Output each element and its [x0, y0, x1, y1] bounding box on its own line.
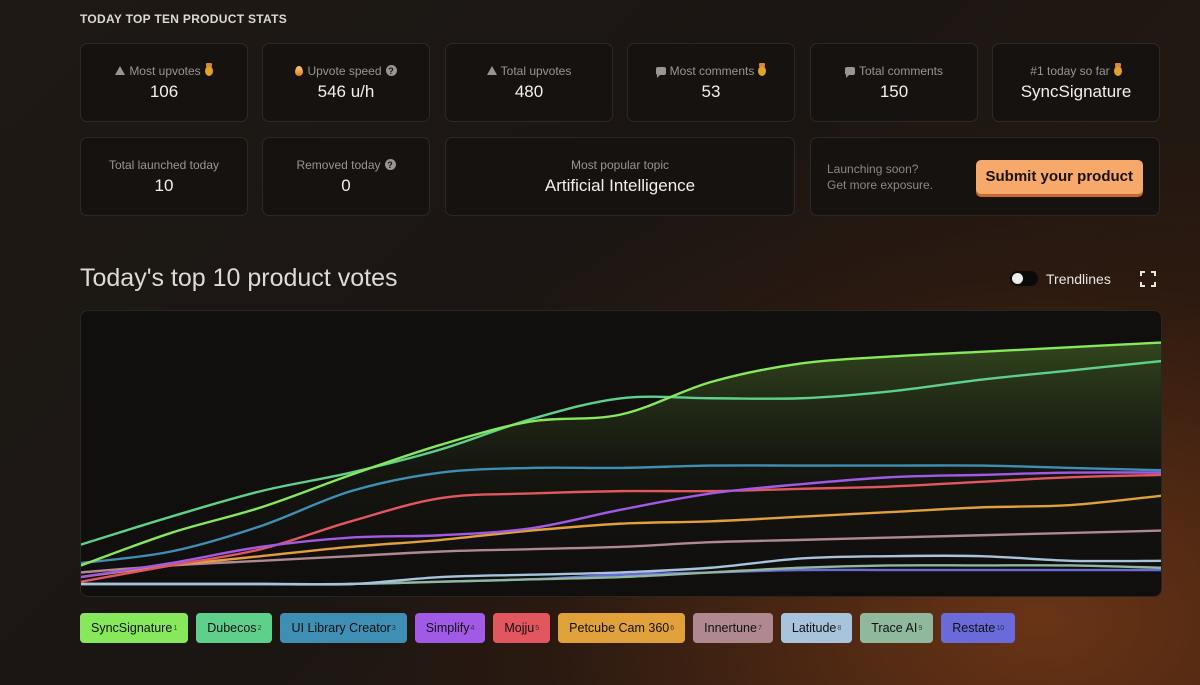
stat-value: 10 [154, 175, 174, 195]
launch-line-2: Get more exposure. [827, 177, 934, 192]
stat-value[interactable]: SyncSignature [1020, 81, 1132, 101]
series-line-ui-library-creator[interactable] [81, 464, 1161, 565]
legend-chip-latitude[interactable]: Latitude 8 [780, 613, 853, 643]
flame-icon [295, 65, 304, 76]
legend-rank: 5 [535, 624, 540, 632]
stat-card-total-comments: Total comments 150 [810, 43, 978, 122]
stat-card-upvote-speed: Upvote speed? 546 u/h [262, 43, 430, 122]
launch-line-1: Launching soon? [827, 161, 919, 176]
stat-label: Most comments [669, 63, 755, 78]
stat-value: 53 [701, 81, 721, 101]
legend-rank: 8 [837, 624, 842, 632]
legend-label: Innertune [704, 621, 757, 635]
stat-label: Most upvotes [129, 63, 201, 78]
legend-chip-restate[interactable]: Restate 10 [941, 613, 1016, 643]
legend-chip-ui-library-creator[interactable]: UI Library Creator 3 [280, 613, 407, 643]
legend-label: Latitude [791, 621, 837, 635]
stat-value: 150 [879, 81, 909, 101]
legend-chip-syncsignature[interactable]: SyncSignature 1 [80, 613, 189, 643]
stat-card-most-upvotes: Most upvotes 106 [80, 43, 248, 122]
stats-section-title: TODAY TOP TEN PRODUCT STATS [80, 12, 288, 26]
legend-chip-trace-ai[interactable]: Trace AI 9 [860, 613, 934, 643]
trendlines-label[interactable]: Trendlines [1046, 271, 1111, 287]
legend-label: Trace AI [871, 621, 918, 635]
series-area-top [81, 342, 1161, 596]
legend-rank: 4 [470, 624, 475, 632]
medal-icon [758, 62, 767, 76]
stat-label: Upvote speed [307, 63, 382, 78]
legend-label: Mojju [504, 621, 535, 635]
legend-chip-mojju[interactable]: Mojju 5 [493, 613, 551, 643]
legend-rank: 3 [391, 624, 396, 632]
legend-rank: 7 [757, 624, 762, 632]
legend-chip-innertune[interactable]: Innertune 7 [693, 613, 773, 643]
stat-label: Total launched today [108, 157, 220, 172]
legend-rank: 10 [996, 624, 1005, 632]
stat-value: 0 [341, 175, 351, 195]
series-line-dubecos[interactable] [81, 359, 1161, 546]
series-line-simplify[interactable] [81, 471, 1161, 579]
series-line-syncsignature[interactable] [81, 341, 1161, 567]
help-icon[interactable]: ? [385, 65, 397, 76]
votes-chart-svg [81, 341, 1161, 596]
legend-label: Dubecos [207, 621, 257, 635]
stat-card-total-upvotes: Total upvotes 480 [445, 43, 613, 122]
legend-chip-petcube-cam-360[interactable]: Petcube Cam 360 6 [558, 613, 686, 643]
trendlines-toggle[interactable] [1010, 271, 1038, 286]
stat-label: Most popular topic [570, 157, 670, 172]
stat-card-total-launched: Total launched today 10 [80, 137, 248, 216]
legend-rank: 6 [670, 624, 675, 632]
stat-label: Removed today [296, 157, 381, 172]
fullscreen-icon[interactable] [1140, 271, 1156, 287]
stat-value: 106 [149, 81, 179, 101]
submit-product-button[interactable]: Submit your product [975, 159, 1143, 194]
legend-chip-dubecos[interactable]: Dubecos 2 [196, 613, 273, 643]
launch-promo-card: Launching soon? Get more exposure. Submi… [810, 137, 1160, 216]
legend-rank: 9 [918, 624, 923, 632]
stat-value: Artificial Intelligence [544, 175, 696, 195]
legend-rank: 2 [257, 624, 262, 632]
legend-label: SyncSignature [91, 621, 173, 635]
votes-chart [80, 310, 1162, 597]
series-line-petcube-cam-360[interactable] [81, 494, 1161, 579]
stat-value: 546 u/h [317, 81, 375, 101]
stat-value: 480 [514, 81, 544, 101]
legend-label: Restate [952, 621, 996, 635]
chart-title: Today's top 10 product votes [80, 264, 398, 292]
series-line-latitude[interactable] [81, 554, 1161, 586]
legend-rank: 1 [173, 624, 178, 632]
stat-card-most-comments: Most comments 53 [627, 43, 795, 122]
stat-card-removed-today: Removed today? 0 [262, 137, 430, 216]
stat-card-top-today: #1 today so far SyncSignature [992, 43, 1160, 122]
legend-label: Simplify [425, 621, 470, 635]
legend-label: Petcube Cam 360 [569, 621, 670, 635]
medal-icon [204, 62, 213, 76]
comment-icon [844, 66, 855, 78]
stat-label: #1 today so far [1030, 63, 1110, 78]
legend-chip-simplify[interactable]: Simplify 4 [414, 613, 486, 643]
upvote-icon [115, 66, 126, 75]
comment-icon [655, 66, 666, 78]
stat-label: Total upvotes [500, 63, 572, 78]
upvote-icon [486, 66, 497, 75]
series-line-mojju[interactable] [81, 473, 1161, 583]
stat-label: Total comments [858, 63, 944, 78]
legend-label: UI Library Creator [291, 621, 391, 635]
series-line-innertune[interactable] [81, 529, 1161, 574]
help-icon[interactable]: ? [384, 159, 396, 170]
stat-card-popular-topic: Most popular topic Artificial Intelligen… [445, 137, 795, 216]
chart-legend: SyncSignature 1 Dubecos 2 UI Library Creator… [80, 613, 1016, 643]
medal-icon [1113, 62, 1122, 76]
